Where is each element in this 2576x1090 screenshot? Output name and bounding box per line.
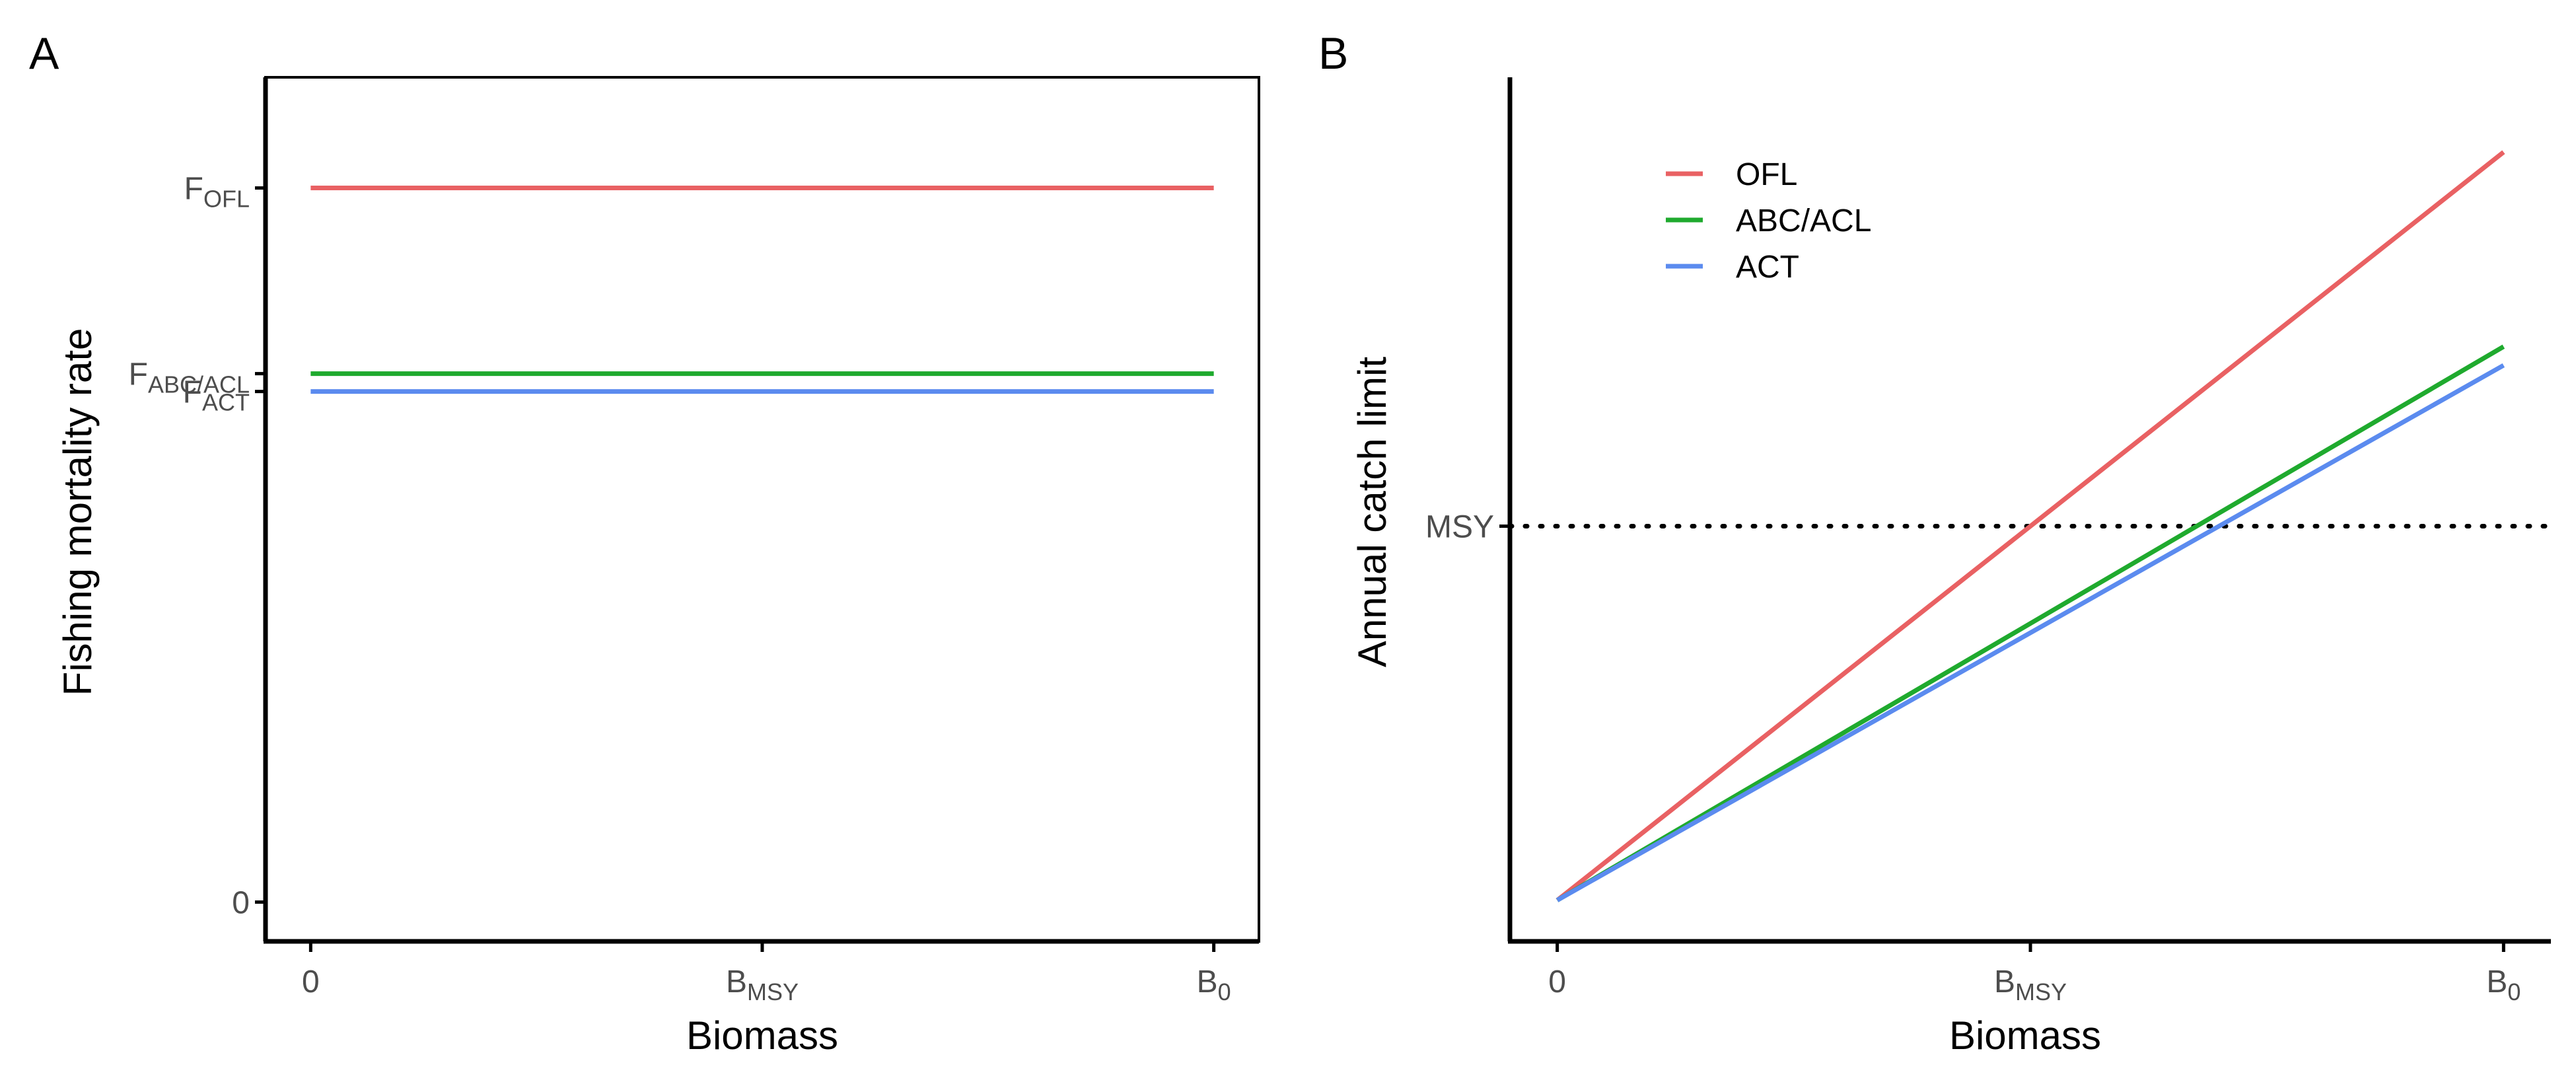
x-axis-title: Biomass [686, 1013, 838, 1058]
y-tick-label: MSY [1425, 509, 1494, 544]
panel-label: B [1318, 28, 1348, 79]
legend-label: ABC/ACL [1736, 203, 1871, 238]
panel-label: A [29, 28, 59, 79]
x-tick-label: B0 [2486, 964, 2521, 1005]
y-axis-title: Annual catch limit [1350, 357, 1394, 668]
x-axis-title: Biomass [1949, 1013, 2101, 1058]
series-line-abc-acl [1556, 344, 2505, 902]
x-tick-label: 0 [302, 964, 320, 999]
series-line-act [1556, 363, 2505, 902]
x-tick-label: B0 [1197, 964, 1231, 1005]
x-tick-label: 0 [1548, 964, 1566, 999]
plot-frame [264, 76, 1260, 943]
x-tick-label: BMSY [726, 964, 799, 1005]
y-tick-label: 0 [232, 886, 250, 921]
y-tick-label: FABC/ACL [129, 357, 250, 398]
x-tick-label: BMSY [1994, 964, 2067, 1005]
y-tick-label: FACT [183, 375, 250, 416]
y-axis-title: Fishing mortality rate [55, 328, 100, 696]
legend-label: OFL [1736, 157, 1797, 192]
legend-label: ACT [1736, 250, 1799, 285]
series-line-ofl [1556, 150, 2505, 902]
legend: OFL ABC/ACL ACT [1666, 157, 1871, 285]
y-tick-label: FOFL [184, 172, 250, 213]
